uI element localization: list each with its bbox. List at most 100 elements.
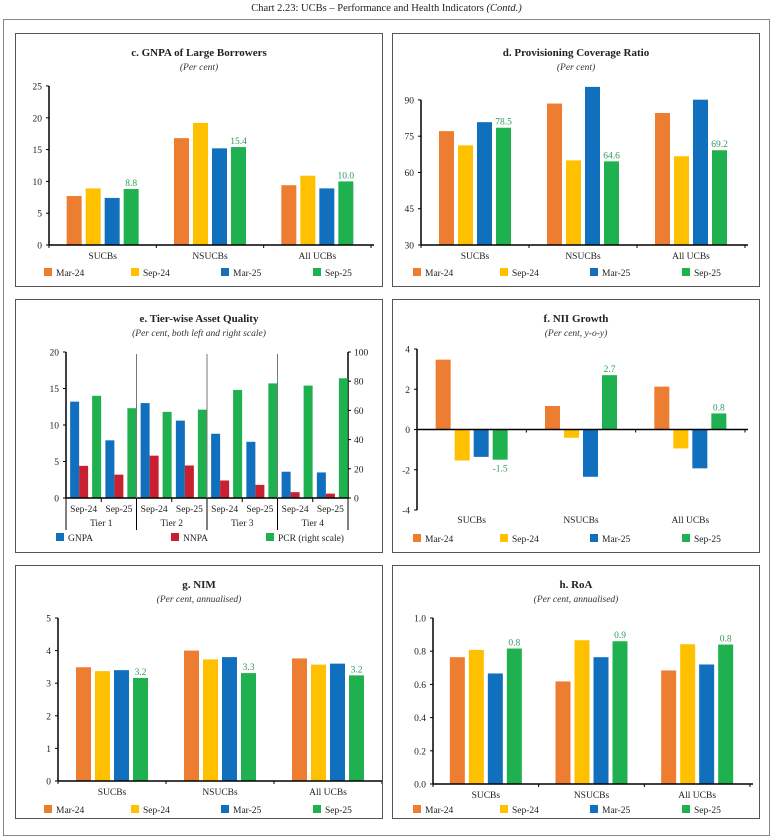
- bar-mar-25: [593, 657, 609, 784]
- y-tick-label: 15: [33, 146, 43, 156]
- y2-tick-label: 0: [354, 495, 359, 505]
- bar-sep-24: [203, 659, 218, 781]
- bar-mar-25: [692, 429, 708, 469]
- bar-nnpa: [255, 484, 265, 498]
- bar-mar-24: [661, 670, 677, 784]
- y-tick-label: -2: [402, 466, 410, 476]
- chart-subtitle: (Per cent, annualised): [157, 594, 242, 605]
- legend-item: Mar-25: [590, 268, 631, 279]
- data-label: 0.8: [720, 635, 732, 645]
- y-tick-label: 1.0: [414, 615, 426, 625]
- chart-title: d. Provisioning Coverage Ratio: [503, 47, 650, 59]
- tier-label: Tier 3: [231, 519, 254, 529]
- x-tick-label: NSUCBs: [202, 788, 238, 798]
- legend-swatch: [313, 805, 321, 813]
- tier-label: Tier 1: [90, 519, 113, 529]
- legend-swatch: [56, 533, 64, 541]
- legend-swatch: [413, 534, 421, 542]
- data-label: 3.2: [351, 665, 363, 675]
- bar-mar-24: [66, 196, 82, 245]
- bar-pcr-right-scale-: [268, 383, 278, 498]
- bar-sep-24: [566, 160, 581, 245]
- y-tick-label: 0.0: [414, 781, 426, 791]
- chart-subtitle: (Per cent, both left and right scale): [132, 328, 266, 339]
- x-tick-label: Sep-24: [141, 505, 168, 515]
- panel-h-roa: h. RoA (Per cent, annualised) 0.0 0.2 0.4 0.6…: [392, 565, 760, 819]
- legend-label: Mar-25: [233, 806, 262, 816]
- bar-pcr-right-scale-: [303, 385, 313, 498]
- y2-tick-label: 80: [354, 378, 364, 388]
- legend-label: Sep-25: [325, 806, 352, 816]
- bar-pcr-right-scale-: [92, 395, 102, 498]
- legend-swatch: [682, 805, 690, 813]
- legend-item: Sep-24: [500, 534, 539, 545]
- bar-mar-24: [174, 138, 189, 245]
- tier-label: Tier 4: [301, 519, 324, 529]
- x-tick-label: SUCBs: [88, 252, 117, 262]
- legend-item: Mar-24: [44, 805, 85, 816]
- tier-label: Tier 2: [160, 519, 183, 529]
- y-tick-label: 0: [37, 242, 42, 252]
- legend-item: Mar-24: [413, 805, 454, 816]
- data-label: 78.5: [495, 118, 512, 128]
- bar-sep-24: [574, 640, 590, 784]
- y-tick-label: 2: [46, 712, 51, 722]
- bar-mar-25: [104, 197, 120, 245]
- bar-nnpa: [184, 465, 194, 498]
- legend-label: Sep-25: [694, 806, 721, 816]
- legend-label: Mar-24: [425, 806, 454, 816]
- legend-swatch: [413, 805, 421, 813]
- legend-label: Mar-25: [233, 269, 262, 279]
- y-tick-label: 0.6: [414, 681, 426, 691]
- bar-pcr-right-scale-: [127, 408, 137, 498]
- y-tick-label: 10: [33, 178, 43, 188]
- legend-label: Mar-25: [602, 806, 631, 816]
- bar-sep-24: [300, 175, 316, 245]
- y-tick-label: 2: [405, 386, 410, 396]
- data-label: 10.0: [338, 171, 355, 181]
- legend-label: Mar-24: [425, 269, 454, 279]
- legend-item: Sep-25: [313, 805, 352, 816]
- chart-h-svg: h. RoA (Per cent, annualised) 0.0 0.2 0.4 0.6…: [413, 579, 753, 816]
- legend-item: NNPA: [171, 533, 208, 544]
- legend-swatch: [221, 805, 229, 813]
- data-label: 3.3: [243, 663, 255, 673]
- y-tick-label: 20: [33, 114, 43, 124]
- bar-sep-25: [492, 429, 508, 460]
- y-tick-label: 90: [405, 96, 415, 106]
- y-tick-label: 4: [46, 647, 51, 657]
- y-tick-label: 0.8: [414, 648, 426, 658]
- bar-mar-25: [583, 429, 598, 477]
- bar-mar-25: [699, 664, 715, 784]
- legend-item: Sep-25: [313, 268, 352, 279]
- x-tick-label: SUCBs: [457, 516, 486, 526]
- x-tick-label: All UCBs: [672, 252, 710, 262]
- x-tick-label: Sep-25: [176, 505, 203, 515]
- bar-mar-25: [222, 657, 237, 781]
- data-label: 64.6: [603, 151, 620, 161]
- bar-mar-24: [654, 386, 670, 430]
- bar-nnpa: [290, 492, 300, 498]
- y2-tick-label: 20: [354, 465, 364, 475]
- bar-gnpa: [316, 472, 326, 498]
- legend-item: Mar-24: [413, 268, 454, 279]
- legend-label: Sep-25: [694, 535, 721, 545]
- bar-sep-24: [564, 429, 579, 438]
- legend-item: Mar-25: [590, 534, 631, 545]
- data-label: -1.5: [493, 465, 508, 475]
- legend-item: Mar-25: [590, 805, 631, 816]
- legend-item: Sep-24: [131, 805, 170, 816]
- bar-sep-24: [468, 649, 484, 784]
- legend-label: Sep-25: [694, 269, 721, 279]
- chart-frame: [3, 19, 770, 836]
- x-tick-label: SUCBs: [461, 252, 490, 262]
- bar-sep-24: [85, 188, 101, 245]
- data-label: 2.7: [604, 365, 616, 375]
- legend-swatch: [131, 805, 139, 813]
- bar-mar-24: [449, 657, 465, 784]
- data-label: 0.8: [713, 403, 725, 413]
- y2-tick-label: 100: [354, 349, 369, 359]
- bar-sep-24: [680, 644, 696, 784]
- legend-label: Mar-24: [425, 535, 454, 545]
- bar-gnpa: [140, 403, 150, 498]
